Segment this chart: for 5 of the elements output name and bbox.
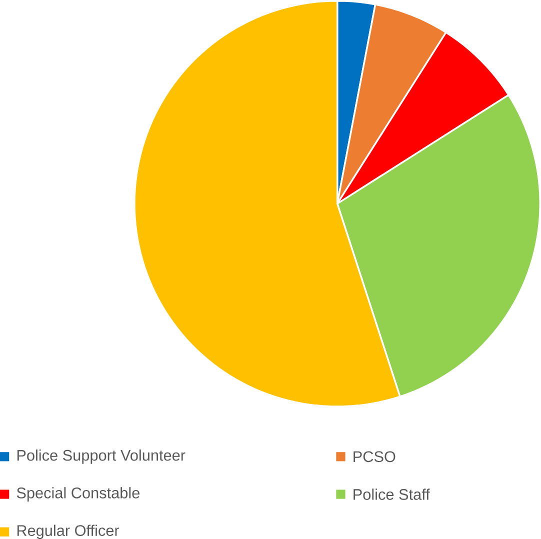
legend-label: Regular Officer xyxy=(17,524,120,539)
legend-label: Police Support Volunteer xyxy=(17,449,186,464)
legend-label: PCSO xyxy=(354,451,396,462)
legend-label: Special Constable xyxy=(16,487,140,502)
legend-label: Police Staff xyxy=(354,488,430,500)
